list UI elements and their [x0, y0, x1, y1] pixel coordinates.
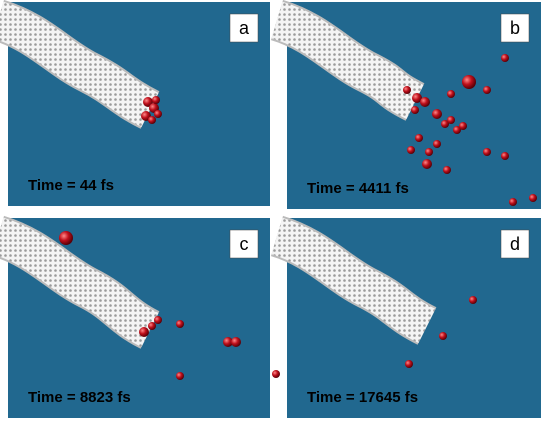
atom: [148, 322, 156, 330]
atom: [59, 231, 73, 245]
atom: [152, 96, 160, 104]
atom: [432, 109, 442, 119]
atom: [422, 159, 432, 169]
atom: [407, 146, 415, 154]
atom: [501, 152, 509, 160]
figure: a Time = 44 fs b Time = 4411 fs c Time = 8823…: [0, 0, 544, 421]
atom: [447, 90, 455, 98]
panel: b Time = 4411 fs: [277, 2, 541, 209]
atom: [176, 372, 184, 380]
panel: a Time = 44 fs: [0, 2, 270, 206]
atom: [411, 106, 419, 114]
atom: [439, 332, 447, 340]
atom: [529, 194, 537, 202]
panel: c Time = 8823 fs: [0, 218, 280, 418]
panel-label: c: [240, 234, 249, 254]
atom: [425, 148, 433, 156]
time-caption: Time = 4411 fs: [307, 180, 409, 197]
atom: [420, 97, 430, 107]
atom: [443, 166, 451, 174]
atom: [509, 198, 517, 206]
atom: [483, 86, 491, 94]
atom: [459, 122, 467, 130]
atom: [483, 148, 491, 156]
atom: [148, 116, 156, 124]
panel-label: b: [510, 18, 520, 38]
atom: [272, 370, 280, 378]
atom: [447, 116, 455, 124]
atom: [415, 134, 423, 142]
panel: d Time = 17645 fs: [277, 218, 541, 418]
time-caption: Time = 44 fs: [28, 177, 114, 194]
atom: [403, 86, 411, 94]
atom: [462, 75, 476, 89]
atom: [154, 316, 162, 324]
atom: [501, 54, 509, 62]
atom: [405, 360, 413, 368]
atom: [469, 296, 477, 304]
panel-label: d: [510, 234, 520, 254]
atom: [154, 110, 162, 118]
panel-label: a: [239, 18, 250, 38]
atom: [139, 327, 149, 337]
time-caption: Time = 8823 fs: [28, 389, 131, 406]
time-caption: Time = 17645 fs: [307, 389, 418, 406]
atom: [231, 337, 241, 347]
atom: [176, 320, 184, 328]
atom: [433, 140, 441, 148]
